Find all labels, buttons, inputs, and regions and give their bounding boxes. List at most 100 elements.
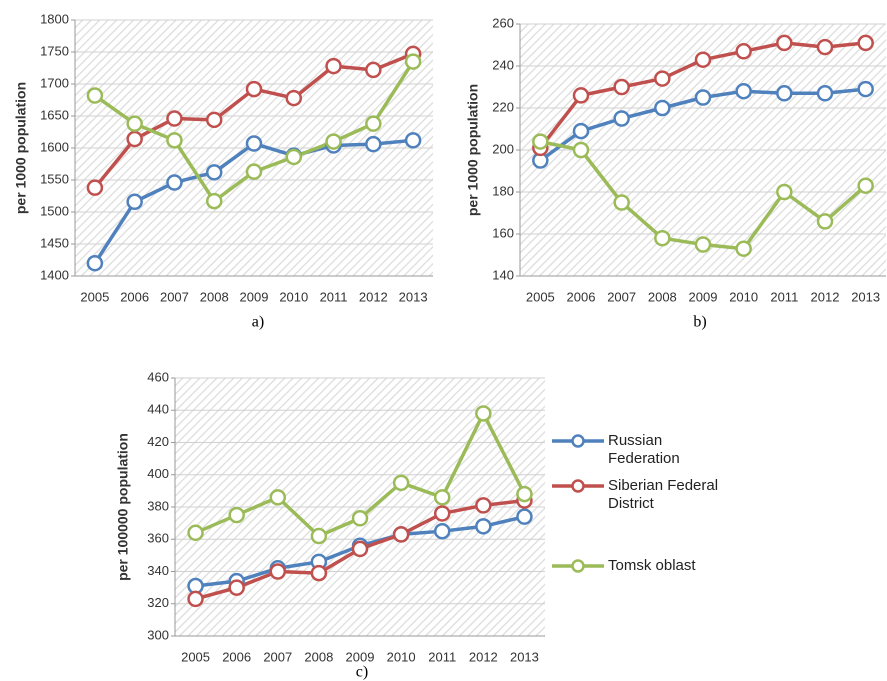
y-tick-label: 260 [492, 15, 514, 30]
x-tick-label: 2011 [770, 289, 798, 304]
data-point [404, 53, 422, 70]
y-tick-label: 1800 [40, 11, 69, 26]
data-point [245, 135, 263, 152]
y-axis-title: per 1000 population [465, 84, 481, 216]
data-point [816, 213, 834, 230]
x-tick-label: 2009 [689, 289, 718, 304]
x-tick-label: 2005 [80, 289, 109, 304]
legend-swatch [552, 479, 604, 493]
data-point [205, 192, 223, 210]
y-tick-label: 320 [147, 595, 169, 610]
data-point [613, 194, 630, 211]
data-point [694, 236, 712, 253]
data-point [205, 164, 223, 181]
data-point [572, 122, 590, 140]
caption: a) [252, 314, 264, 331]
data-point [166, 132, 183, 149]
y-tick-label: 1700 [40, 75, 69, 90]
data-point [392, 526, 410, 543]
y-tick-label: 420 [147, 434, 169, 449]
x-tick-label: 2010 [729, 289, 758, 304]
data-point [516, 508, 533, 525]
x-tick-label: 2005 [181, 649, 210, 664]
data-point [166, 110, 183, 127]
y-tick-label: 220 [492, 99, 514, 114]
data-point [857, 177, 874, 194]
data-point [285, 89, 303, 107]
y-tick-label: 440 [147, 402, 169, 417]
y-tick-label: 1750 [40, 43, 69, 58]
x-tick-label: 2012 [811, 289, 840, 304]
data-point [572, 87, 590, 104]
y-axis-title: per 100000 population [115, 433, 131, 581]
y-tick-label: 1550 [40, 171, 69, 186]
data-point [228, 506, 245, 524]
data-point [816, 38, 834, 56]
data-point [694, 51, 712, 68]
x-tick-label: 2013 [510, 649, 539, 664]
y-tick-label: 360 [147, 531, 169, 546]
data-point [86, 179, 104, 196]
data-point [245, 80, 263, 98]
data-point [325, 57, 342, 75]
data-point [654, 229, 671, 247]
data-point [433, 522, 451, 540]
data-point [351, 540, 369, 558]
data-point [694, 89, 712, 106]
data-point [433, 505, 451, 522]
data-point [126, 130, 143, 148]
data-point [187, 524, 204, 542]
data-point [857, 34, 874, 52]
data-point [126, 193, 143, 211]
y-tick-label: 400 [147, 466, 169, 481]
x-tick-label: 2012 [359, 289, 388, 304]
legend-label: Siberian Federal District [608, 477, 719, 512]
data-point [310, 527, 328, 545]
caption: b) [693, 314, 706, 331]
data-point [245, 163, 263, 180]
data-point [365, 61, 382, 79]
x-tick-label: 2007 [263, 649, 292, 664]
y-tick-label: 380 [147, 498, 169, 513]
data-point [516, 485, 533, 503]
legend-swatch [552, 559, 604, 573]
data-point [816, 85, 834, 102]
legend-marker [571, 479, 585, 493]
data-point [735, 240, 752, 257]
data-point [269, 489, 287, 506]
data-point [475, 405, 492, 422]
x-tick-label: 2010 [279, 289, 308, 304]
y-tick-label: 180 [492, 183, 514, 198]
legend-item: Tomsk oblast [552, 557, 738, 575]
x-tick-label: 2009 [240, 289, 269, 304]
data-point [365, 135, 382, 153]
data-point [205, 111, 223, 129]
data-point [735, 43, 752, 60]
data-point [86, 87, 104, 104]
legend-item: Russian Federation [552, 432, 738, 468]
data-point [735, 82, 752, 100]
y-tick-label: 1650 [40, 107, 69, 122]
data-point [187, 590, 204, 608]
x-tick-label: 2006 [567, 289, 596, 304]
y-tick-label: 340 [147, 563, 169, 578]
y-tick-label: 460 [147, 369, 169, 384]
legend-label: Russian Federation [608, 432, 680, 467]
y-tick-label: 300 [147, 627, 169, 642]
data-point [475, 497, 492, 514]
y-tick-label: 1400 [40, 267, 69, 282]
x-tick-label: 2006 [222, 649, 251, 664]
y-tick-label: 1500 [40, 203, 69, 218]
x-tick-label: 2011 [320, 289, 348, 304]
x-tick-label: 2007 [160, 289, 189, 304]
data-point [776, 183, 793, 201]
data-point [404, 132, 422, 149]
legend-marker [571, 559, 585, 573]
x-tick-label: 2013 [399, 289, 428, 304]
data-point [166, 174, 183, 191]
data-point [285, 148, 303, 166]
y-tick-label: 160 [492, 225, 514, 240]
y-tick-label: 140 [492, 267, 514, 282]
